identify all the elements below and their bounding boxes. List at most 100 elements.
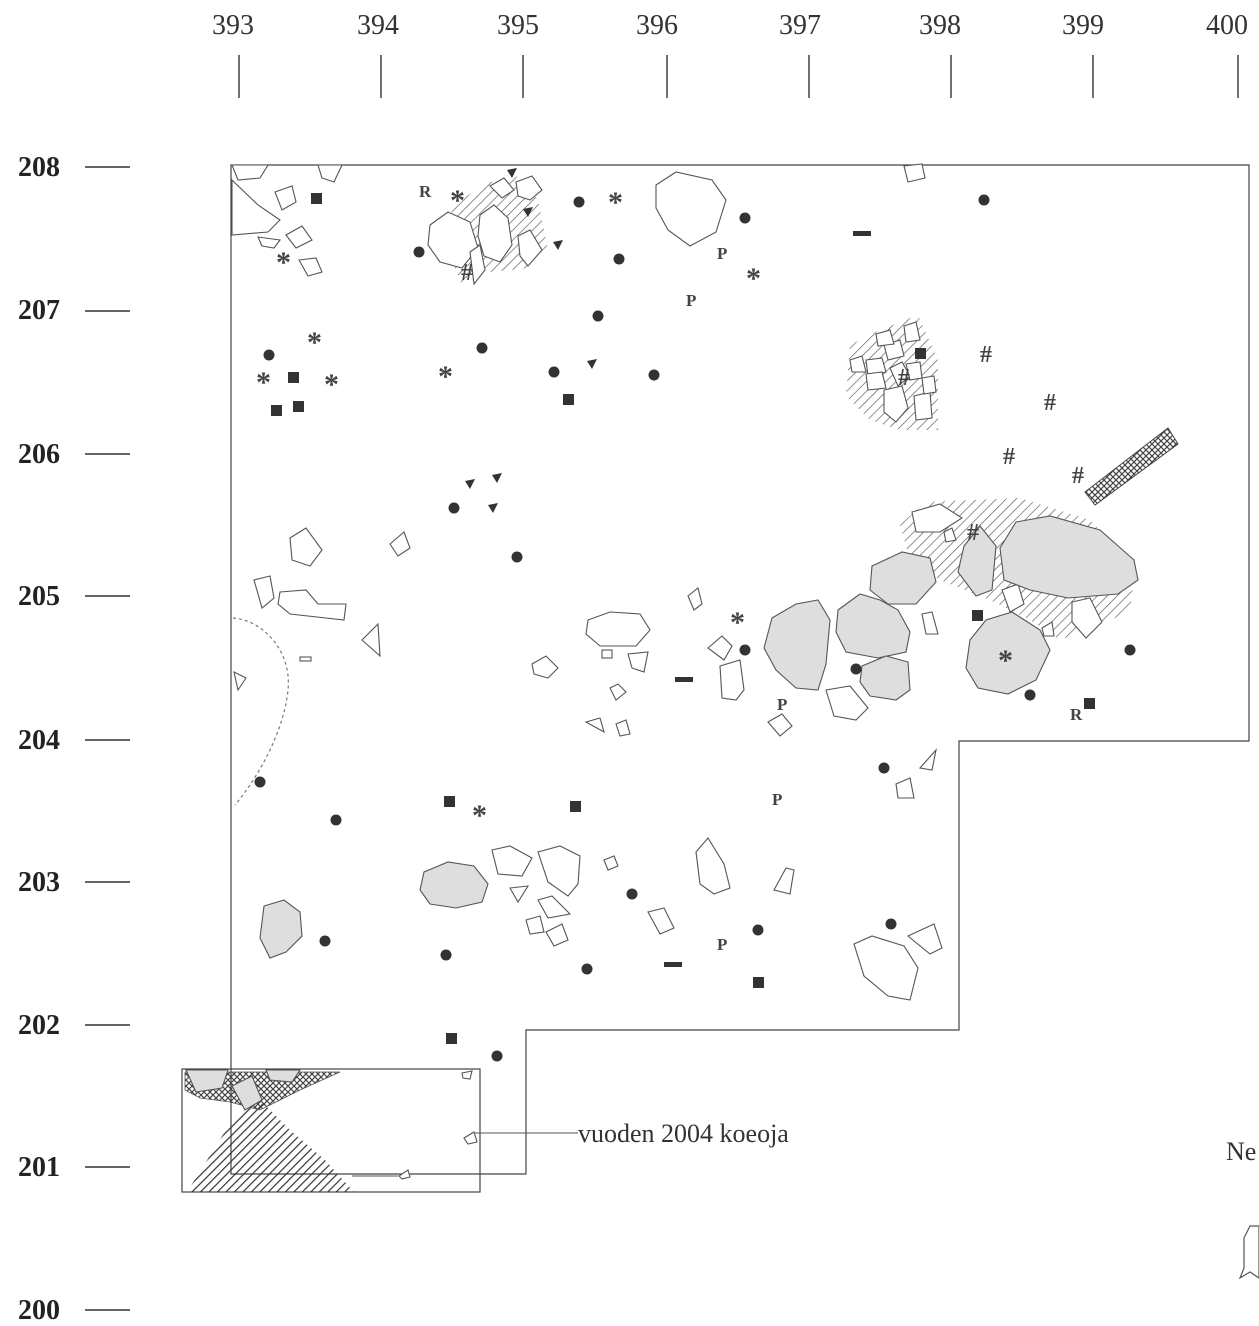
y-tick-label: 207 bbox=[18, 295, 60, 326]
find-square-icon bbox=[446, 1033, 457, 1044]
stone-outline bbox=[231, 164, 269, 181]
stone-outline bbox=[695, 837, 731, 895]
find-point-icon bbox=[440, 949, 452, 961]
find-triangle-icon bbox=[465, 479, 475, 489]
test-pit-stone bbox=[265, 1069, 302, 1083]
find-square-icon bbox=[444, 796, 455, 807]
find-triangles bbox=[465, 168, 597, 513]
stone-group bbox=[427, 171, 727, 286]
find-point-icon bbox=[885, 918, 897, 930]
find-point-icon bbox=[476, 342, 488, 354]
hash-symbol: # bbox=[1044, 390, 1056, 416]
r-symbol: R bbox=[419, 182, 432, 201]
x-axis: 393 394 395 396 397 398 399 400 bbox=[212, 10, 1248, 98]
asterisk-symbol: * bbox=[746, 262, 761, 295]
find-point-icon bbox=[413, 246, 425, 258]
x-tick-label: 397 bbox=[779, 10, 821, 41]
x-tick-label: 398 bbox=[919, 10, 961, 41]
find-square-icon bbox=[271, 405, 282, 416]
stone-outline bbox=[853, 935, 919, 1001]
find-square-icon bbox=[570, 801, 581, 812]
test-pit-stone bbox=[461, 1070, 473, 1080]
find-triangle-icon bbox=[523, 207, 533, 217]
asterisk-symbol: * bbox=[256, 366, 271, 399]
find-point-icon bbox=[850, 663, 862, 675]
find-point-icon bbox=[648, 369, 660, 381]
stone-outline bbox=[477, 204, 513, 263]
find-point-icon bbox=[263, 349, 275, 361]
stone-outline bbox=[289, 527, 323, 567]
x-tick-label: 400 bbox=[1206, 10, 1248, 41]
find-r-markers: R R bbox=[419, 182, 1083, 724]
find-point-icon bbox=[592, 310, 604, 322]
find-point-icon bbox=[752, 924, 764, 936]
grey-stone bbox=[999, 515, 1139, 599]
grey-stone bbox=[957, 525, 997, 597]
stone-outline bbox=[491, 845, 533, 877]
crosshatch-feature bbox=[1084, 427, 1179, 506]
stone-outline bbox=[257, 236, 282, 249]
stone-outline bbox=[825, 685, 869, 721]
x-tick-label: 399 bbox=[1062, 10, 1104, 41]
stone-outline bbox=[707, 635, 733, 661]
p-symbol: P bbox=[772, 790, 782, 809]
p-symbol: P bbox=[686, 291, 696, 310]
stone-outline bbox=[849, 355, 867, 373]
hash-symbol: # bbox=[461, 260, 473, 286]
stone-outline bbox=[277, 589, 347, 621]
stone-outline bbox=[603, 855, 619, 871]
find-triangle-icon bbox=[488, 503, 498, 513]
stone-outline bbox=[865, 371, 887, 391]
find-point-icon bbox=[573, 196, 585, 208]
find-point-icon bbox=[613, 253, 625, 265]
asterisk-symbol: * bbox=[438, 360, 453, 393]
asterisk-symbol: * bbox=[998, 644, 1013, 677]
find-point-icon bbox=[1024, 689, 1036, 701]
find-p-markers: P P P P P bbox=[686, 244, 787, 954]
stone-outline bbox=[537, 895, 572, 919]
p-symbol: P bbox=[777, 695, 787, 714]
stone-outline bbox=[615, 719, 631, 737]
stone-outline bbox=[601, 649, 613, 659]
stone-outline bbox=[943, 527, 957, 543]
asterisk-symbol: * bbox=[307, 326, 322, 359]
find-point-icon bbox=[448, 502, 460, 514]
x-tick-label: 393 bbox=[212, 10, 254, 41]
stone-outline bbox=[921, 611, 939, 635]
find-square-icon bbox=[753, 977, 764, 988]
y-axis: 208 207 206 205 204 203 202 201 200 bbox=[18, 152, 130, 1326]
find-triangle-icon bbox=[587, 359, 597, 369]
y-tick-label: 205 bbox=[18, 581, 60, 612]
stone-outline bbox=[609, 683, 627, 701]
find-dash-icon bbox=[675, 677, 693, 682]
stone-group bbox=[253, 503, 1103, 737]
test-pit-label: vuoden 2004 koeoja bbox=[578, 1119, 789, 1148]
stone-group bbox=[231, 163, 926, 277]
x-tick-label: 395 bbox=[497, 10, 539, 41]
stone-outline bbox=[274, 185, 297, 211]
grey-stone bbox=[763, 599, 831, 691]
stone-outline bbox=[895, 777, 915, 799]
stone-outline bbox=[647, 907, 675, 935]
find-dash-icon bbox=[664, 962, 682, 967]
grey-stone bbox=[859, 655, 911, 701]
y-tick-label: 202 bbox=[18, 1010, 60, 1041]
stone-outline bbox=[317, 164, 343, 183]
stone-outline bbox=[469, 244, 486, 286]
test-pit-hatch-area bbox=[187, 1098, 354, 1192]
find-point-icon bbox=[511, 551, 523, 563]
find-point-icon bbox=[1124, 644, 1136, 656]
find-triangle-icon bbox=[553, 240, 563, 250]
find-asterisks: * * * * * * * * * * * bbox=[256, 184, 1013, 832]
stone-outline bbox=[489, 177, 515, 199]
stone-outline bbox=[298, 257, 323, 277]
find-square-icon bbox=[288, 372, 299, 383]
asterisk-symbol: * bbox=[276, 246, 291, 279]
y-tick-label: 206 bbox=[18, 439, 60, 470]
find-square-icon bbox=[972, 610, 983, 621]
stone-outline bbox=[584, 717, 605, 734]
find-square-icon bbox=[1084, 698, 1095, 709]
stone-outline bbox=[719, 659, 745, 701]
stone-outline bbox=[537, 845, 581, 897]
